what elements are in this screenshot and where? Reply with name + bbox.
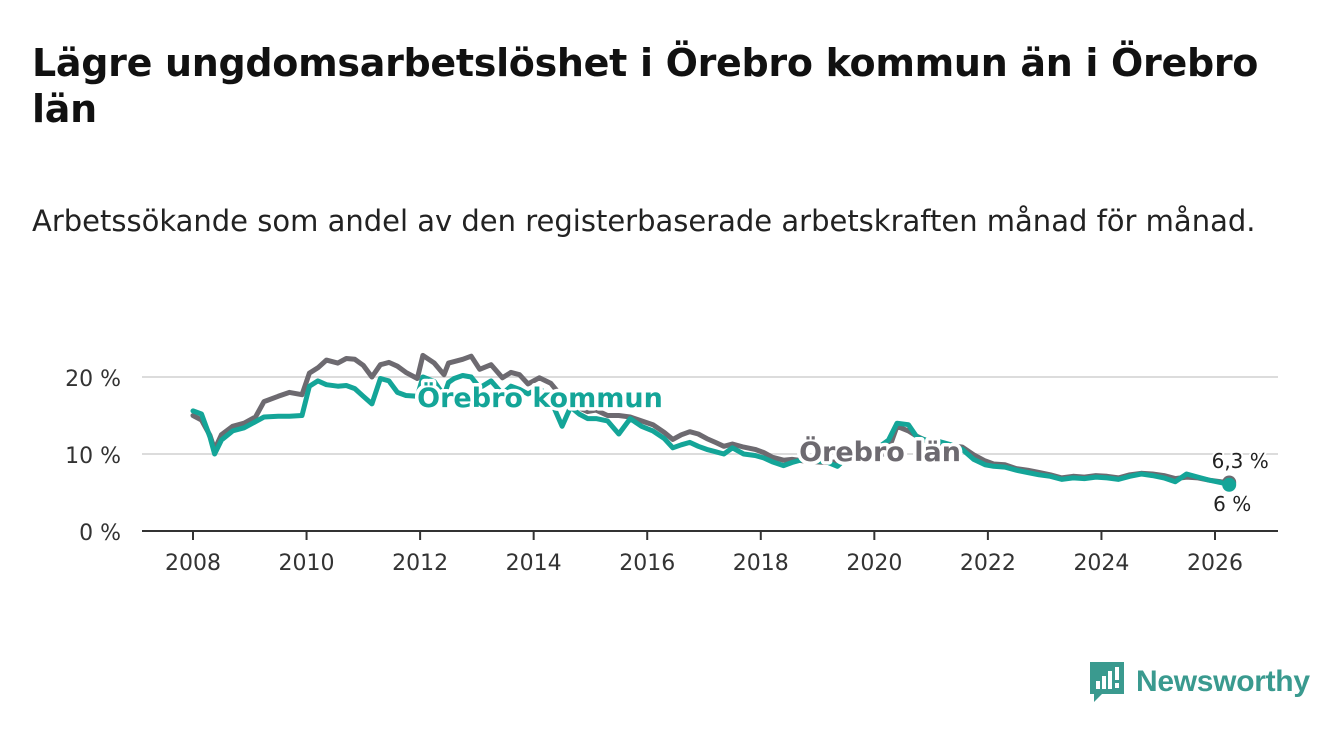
series-label-orebro-kommun: Örebro kommun xyxy=(417,381,663,414)
chart-subtitle: Arbetssökande som andel av den registerb… xyxy=(32,204,1256,238)
series-line-orebro-kommun xyxy=(190,373,1232,488)
x-axis: 2008 2010 2012 2014 2016 2018 2020 2022 2024 2026 xyxy=(142,530,1278,576)
x-tick-label: 2014 xyxy=(506,551,562,576)
x-tick-label: 2010 xyxy=(279,551,335,576)
series-line-orebro-lan xyxy=(190,352,1232,485)
brand-name: Newsworthy xyxy=(1136,665,1310,698)
y-tick-label: 10 % xyxy=(65,444,121,469)
series-label-orebro-lan: Örebro län xyxy=(799,435,961,468)
end-label-orebro-kommun: 6 % xyxy=(1213,492,1251,516)
end-point-orebro-kommun xyxy=(1222,477,1237,492)
x-tick-label: 2012 xyxy=(392,551,448,576)
brand-logo: Newsworthy xyxy=(1088,660,1310,704)
chart-title: Lägre ungdomsarbetslöshet i Örebro kommu… xyxy=(32,41,1259,131)
end-label-orebro-lan: 6,3 % xyxy=(1212,449,1269,473)
series-labels: Örebro kommun Örebro län 6,3 % 6 % xyxy=(414,378,1271,519)
x-tick-label: 2026 xyxy=(1187,551,1243,576)
x-tick-label: 2022 xyxy=(960,551,1016,576)
x-tick-label: 2008 xyxy=(165,551,221,576)
gridlines xyxy=(142,376,1278,455)
x-tick-label: 2020 xyxy=(846,551,902,576)
y-axis: 0 % 10 % 20 % xyxy=(65,367,121,546)
y-tick-label: 0 % xyxy=(79,521,121,546)
x-tick-label: 2016 xyxy=(619,551,675,576)
y-tick-label: 20 % xyxy=(65,367,121,392)
x-tick-label: 2024 xyxy=(1073,551,1129,576)
x-tick-label: 2018 xyxy=(733,551,789,576)
newsworthy-icon xyxy=(1090,662,1124,702)
series-lines xyxy=(190,352,1237,492)
